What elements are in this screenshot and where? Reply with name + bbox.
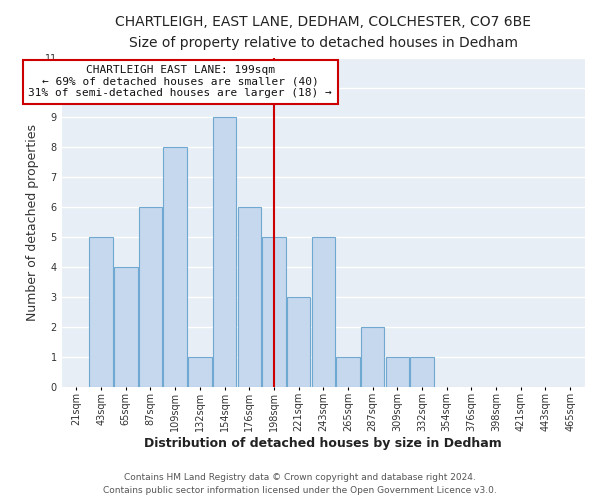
Text: CHARTLEIGH EAST LANE: 199sqm
← 69% of detached houses are smaller (40)
31% of se: CHARTLEIGH EAST LANE: 199sqm ← 69% of de…: [28, 65, 332, 98]
Bar: [139, 207, 162, 386]
Bar: [114, 267, 137, 386]
Y-axis label: Number of detached properties: Number of detached properties: [26, 124, 39, 320]
Bar: [89, 237, 113, 386]
Bar: [238, 207, 261, 386]
Bar: [163, 148, 187, 386]
Bar: [287, 297, 310, 386]
Bar: [188, 356, 212, 386]
Bar: [386, 356, 409, 386]
Title: CHARTLEIGH, EAST LANE, DEDHAM, COLCHESTER, CO7 6BE
Size of property relative to : CHARTLEIGH, EAST LANE, DEDHAM, COLCHESTE…: [115, 15, 531, 50]
Bar: [336, 356, 360, 386]
Bar: [213, 118, 236, 386]
Bar: [361, 326, 385, 386]
Bar: [311, 237, 335, 386]
Text: Contains HM Land Registry data © Crown copyright and database right 2024.
Contai: Contains HM Land Registry data © Crown c…: [103, 474, 497, 495]
Bar: [410, 356, 434, 386]
Bar: [262, 237, 286, 386]
X-axis label: Distribution of detached houses by size in Dedham: Distribution of detached houses by size …: [145, 437, 502, 450]
